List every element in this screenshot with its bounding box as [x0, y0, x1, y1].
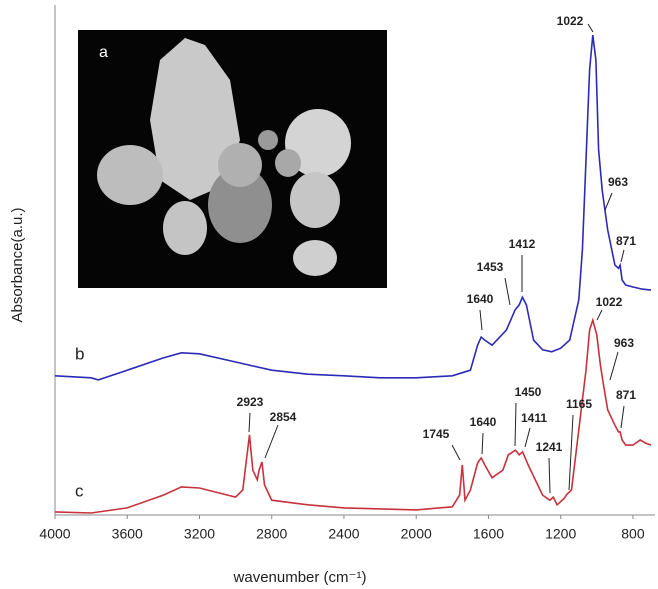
peak-label: 1412 [509, 237, 536, 251]
peak-leader [621, 250, 624, 262]
peak-label: 1022 [557, 14, 584, 28]
peak-leader [597, 310, 602, 320]
x-tick-label: 2400 [328, 526, 359, 542]
peak-label: 871 [616, 234, 636, 248]
peak-leader [265, 425, 278, 458]
peak-label: 1241 [536, 440, 563, 454]
peak-label: 1411 [521, 411, 547, 425]
inset-photo: a [78, 30, 387, 288]
peak-leader [249, 413, 250, 432]
series-label: b [75, 344, 84, 363]
peak-leader [605, 193, 612, 210]
peak-leader [515, 403, 516, 446]
x-tick-label: 2800 [256, 526, 287, 542]
peak-label: 1022 [596, 295, 623, 309]
peak-leader [505, 278, 510, 305]
peak-leader [588, 24, 593, 32]
x-tick-label: 1200 [545, 526, 576, 542]
x-axis-label: wavenumber (cm⁻¹) [233, 569, 367, 586]
peak-leader [621, 406, 624, 428]
peak-label: 871 [616, 388, 636, 402]
y-axis-label: Absorbance(a.u.) [9, 207, 26, 322]
peak-label: 1453 [477, 260, 504, 274]
peak-label: 963 [608, 175, 628, 189]
peak-label: 1640 [470, 415, 497, 429]
peak-label: 2854 [270, 410, 297, 424]
x-tick-label: 1600 [473, 526, 504, 542]
peak-leader [549, 458, 550, 493]
peak-leader [610, 352, 618, 380]
peak-label: 1165 [566, 397, 592, 411]
peak-label: 963 [614, 336, 634, 350]
peak-leader [452, 445, 460, 460]
peak-label: 1745 [423, 427, 450, 441]
chart: a wavenumber (cm⁻¹) Absorbance(a.u.) 400… [0, 0, 658, 589]
x-tick-label: 4000 [39, 526, 70, 542]
x-tick-label: 800 [621, 526, 645, 542]
inset-label: a [99, 44, 108, 61]
x-tick-label: 3200 [184, 526, 215, 542]
peak-label: 2923 [237, 395, 264, 409]
series-label: c [75, 481, 84, 500]
x-tick-label: 3600 [112, 526, 143, 542]
peak-leader [482, 433, 483, 454]
peak-label: 1450 [515, 385, 542, 399]
peak-leader [525, 428, 530, 447]
peak-leader [480, 310, 482, 330]
x-tick-label: 2000 [401, 526, 432, 542]
spectrum-line [55, 320, 651, 513]
peak-label: 1640 [467, 292, 494, 306]
